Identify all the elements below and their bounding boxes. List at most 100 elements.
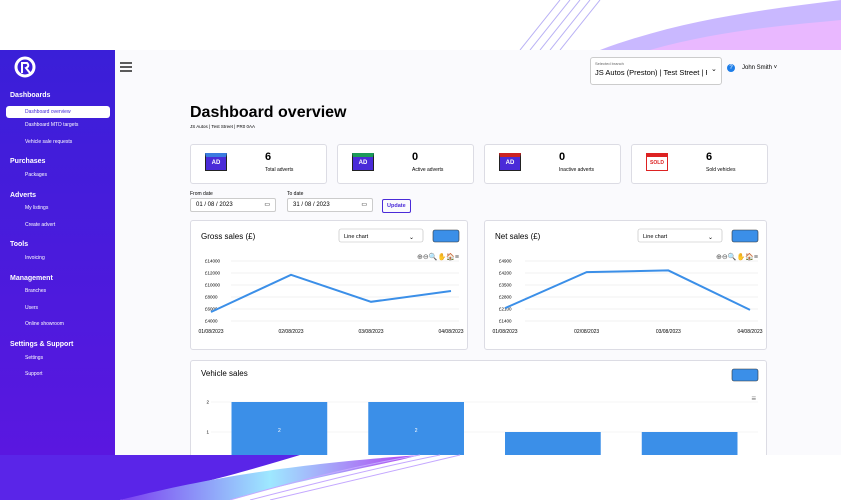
bar-label: 2 (415, 428, 418, 434)
stat-label: Sold vehicles (706, 167, 736, 173)
chart-menu: ≡ (751, 394, 756, 403)
chart-title: Gross sales (£) (201, 232, 256, 241)
nav-item[interactable]: Support (25, 371, 43, 378)
nav-section: Adverts (10, 191, 37, 199)
stat-icon: AD (499, 153, 521, 171)
chevron: ⌄ (708, 235, 713, 241)
logo (14, 56, 36, 78)
chart: Net sales (£) Line chart ⌄⊕⊖🔍✋🏠≡£1400£2100… (492, 228, 763, 335)
y-tick-label: £12000 (205, 271, 221, 276)
line (210, 273, 452, 313)
nav-item[interactable]: Invoicing (25, 255, 45, 261)
chart-title: Vehicle sales (201, 369, 248, 378)
y-tick-label: £4000 (205, 319, 218, 324)
chart-toolbar: ⊕⊖🔍✋🏠≡ (417, 252, 459, 261)
date-value: 01 / 08 / 2023 (196, 202, 233, 208)
y-tick-label: £4900 (499, 259, 512, 264)
stat-value: 0 (412, 151, 419, 163)
chart-card: Net sales (£) Line chart ⌄ ⊕⊖🔍✋🏠≡ £1400 £2100… (484, 220, 767, 350)
stat-label: Active adverts (412, 167, 444, 173)
chart-card: Vehicle sales≡122211 (190, 360, 767, 470)
chart-toolbar: ⊕⊖🔍✋🏠≡ (716, 252, 758, 261)
nav-section: Purchases (10, 158, 46, 166)
x-tick-label: 02/08/2023 (278, 329, 303, 335)
stat-value: 6 (706, 151, 713, 163)
help-icon[interactable]: ? (727, 64, 735, 72)
y-tick-label: £6000 (205, 307, 218, 312)
nav-item[interactable]: Branches (25, 288, 47, 295)
y-tick-label: £10000 (205, 283, 221, 288)
stat-value: 0 (559, 151, 566, 163)
nav-item[interactable]: Users (25, 304, 39, 311)
page-subtitle: JS Autos | Test Street | PR0 0AA (190, 124, 256, 129)
stat-label: Total adverts (265, 167, 294, 173)
page-title: Dashboard overview (190, 104, 347, 121)
branch-value: JS Autos (Preston) | Test Street | PR0 2… (595, 68, 707, 77)
nav-item[interactable]: Online showroom (25, 321, 64, 328)
nav-section: Settings & Support (10, 341, 74, 348)
chart-type-select[interactable] (637, 228, 723, 243)
chart-title: Net sales (£) (495, 232, 541, 241)
nav-item[interactable]: Vehicle sale requests (25, 138, 73, 145)
y-tick-label: £14000 (205, 259, 221, 264)
chevron: ⌄ (711, 66, 717, 73)
stat-card: AD 0 Inactive adverts (484, 144, 621, 184)
nav-item[interactable]: Create advert (25, 221, 56, 228)
y-tick-label: £8000 (205, 295, 218, 300)
chart-type-select[interactable] (338, 228, 424, 243)
x-tick-label: 03/08/2023 (358, 329, 383, 335)
bar-label: 2 (278, 428, 281, 434)
x-tick-label: 04/08/2023 (438, 329, 463, 335)
chart: Gross sales (£) Line chart ⌄ ⊕⊖🔍✋🏠≡ £4000 £60… (198, 228, 464, 335)
stat-icon: SOLD (646, 153, 668, 171)
y-tick-label: £2800 (499, 295, 512, 300)
stat-card: SOLD 6 Sold vehicles (631, 144, 768, 184)
nav-item[interactable]: Dashboard MTD targets (25, 122, 79, 129)
line (504, 269, 751, 311)
nav-item[interactable]: Packages (25, 172, 47, 178)
calendar-icon: ▭ (361, 202, 367, 208)
color-button[interactable] (432, 229, 460, 243)
color-button[interactable] (731, 368, 759, 382)
nav-section: Management (10, 274, 53, 282)
chart-type-value: Line chart (344, 234, 369, 240)
x-tick-label: 04/08/2023 (737, 329, 762, 335)
update-button[interactable]: Update (382, 199, 411, 213)
chevron: ⌄ (409, 235, 414, 241)
nav-item[interactable]: Dashboard overview (6, 105, 110, 118)
x-tick-label: 01/08/2023 (492, 329, 517, 335)
x-tick-label: 02/08/2023 (574, 329, 599, 335)
color-button[interactable] (731, 229, 759, 243)
y-tick-label: 2 (206, 400, 209, 405)
bottom-decoration (0, 454, 841, 500)
menu-toggle[interactable] (120, 62, 132, 72)
branch-select[interactable]: Selected branch JS Autos (Preston) | Tes… (590, 57, 722, 85)
y-tick-label: 1 (206, 430, 209, 435)
y-tick-label: £1400 (499, 319, 512, 324)
date-input[interactable]: 31 / 08 / 2023 ▭ (287, 198, 373, 212)
stat-card: AD 6 Total adverts (190, 144, 327, 184)
date-input[interactable]: 01 / 08 / 2023 ▭ (190, 198, 276, 212)
chart-type-value: Line chart (643, 234, 668, 240)
user-menu[interactable]: John Smith ˅ (742, 65, 778, 71)
x-tick-label: 01/08/2023 (198, 329, 223, 335)
x-tick-label: 03/08/2023 (656, 329, 681, 335)
stat-icon: AD (352, 153, 374, 171)
stat-value: 6 (265, 151, 272, 163)
date-value: 31 / 08 / 2023 (293, 202, 330, 208)
top-decoration (519, 0, 841, 50)
y-tick-label: £4200 (499, 271, 512, 276)
bar (231, 402, 328, 462)
calendar-icon: ▭ (264, 202, 270, 208)
branch-label: Selected branch (595, 61, 624, 66)
nav-item[interactable]: My listings (25, 205, 49, 212)
sidebar: Dashboards Dashboard overview Dashboard MT… (0, 50, 115, 455)
bar (368, 402, 464, 462)
nav-item[interactable]: Settings (25, 354, 44, 361)
date-label: To date (287, 191, 304, 197)
stat-label: Inactive adverts (559, 167, 595, 173)
chart: Vehicle sales≡122211 (201, 368, 759, 464)
user-name: John Smith (742, 65, 773, 71)
stat-icon: AD (205, 153, 227, 171)
